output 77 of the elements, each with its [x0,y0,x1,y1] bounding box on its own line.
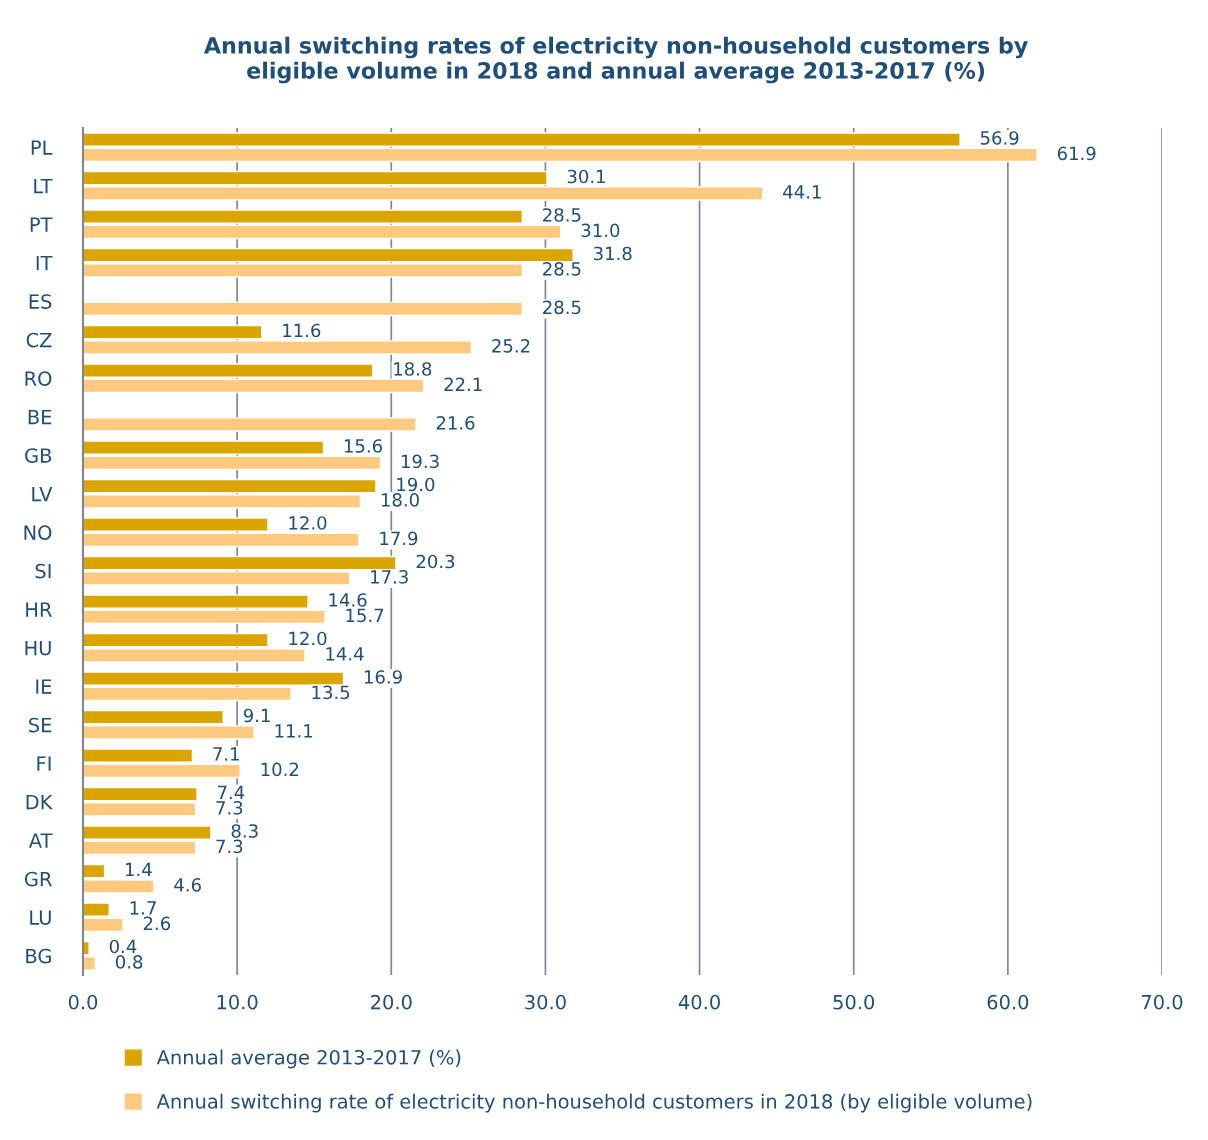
y-tick-label: CZ [26,332,52,348]
x-tick-label: 60.0 [987,994,1029,1010]
x-tick-label: 0.0 [68,994,98,1010]
data-label: 28.5 [543,262,581,276]
data-label: 15.6 [344,439,382,453]
data-label: 30.1 [567,169,605,184]
data-label: 1.4 [126,862,152,877]
data-label: 11.6 [283,323,321,338]
y-tick-label: LV [32,486,53,502]
data-label: 14.4 [326,647,364,661]
x-tick-label: 10.0 [217,994,258,1010]
data-label: 17.9 [380,531,418,546]
y-tick-label: DK [26,794,53,810]
data-label: 17.3 [371,570,408,584]
data-label: 0.4 [109,939,137,954]
data-label: 9.1 [243,708,270,723]
data-label: 22.1 [444,377,482,391]
chart-title: Annual switching rates of electricity non-household customers by eligible volume in 2018 and annual average 2013-2017 (%) [203,36,1028,84]
y-tick-label: IT [36,255,53,271]
data-label: 7.1 [213,747,239,761]
data-label: 56.9 [980,131,1019,145]
y-tick-label: RO [25,371,52,386]
data-label: 25.2 [492,339,530,353]
data-label: 7.3 [216,801,243,815]
data-label: 10.2 [261,762,299,777]
data-label: 7.4 [217,785,245,800]
y-tick-label: GB [25,448,52,463]
bar [83,417,417,432]
y-tick-label: FI [37,756,51,771]
y-tick-label: LT [34,178,53,194]
x-tick-label: 40.0 [678,994,720,1010]
y-tick-label: BE [28,409,52,425]
y-tick-label: GR [24,871,52,887]
y-tick-label: PL [31,140,53,155]
x-tick-label: 30.0 [525,994,566,1010]
y-tick-label: AT [28,833,53,848]
data-label: 61.9 [1057,146,1096,161]
data-label: 21.6 [436,416,475,430]
data-label: 44.1 [783,185,821,199]
y-tick-label: PT [30,217,53,232]
data-label: 31.0 [581,223,620,238]
bar [83,301,524,317]
data-label: 12.0 [289,631,327,646]
y-tick-label: HU [25,640,51,656]
legend-label: Annual switching rate of electricity non-household customers in 2018 (by eligible volume) [156,1093,1032,1113]
y-tick-label: IE [36,679,52,694]
data-label: 0.8 [115,955,143,969]
y-tick-label: SI [35,563,51,579]
data-label: 4.6 [174,878,201,892]
data-label: 12.0 [289,516,327,530]
legend-label: Annual average 2013-2017 (%) [156,1049,461,1069]
data-label: 8.3 [231,824,258,838]
data-label: 28.5 [543,208,581,222]
data-label: 18.0 [381,493,419,507]
data-label: 20.3 [416,554,455,569]
data-label: 31.8 [594,246,632,261]
data-label: 19.3 [401,454,439,469]
data-label: 11.1 [275,724,313,738]
y-tick-label: ES [29,294,52,309]
x-tick-label: 70.0 [1141,994,1183,1010]
data-label: 28.5 [543,300,581,315]
data-label: 16.9 [364,670,402,684]
x-tick-label: 50.0 [833,994,875,1010]
y-tick-label: LU [30,910,51,925]
data-label: 14.6 [329,593,367,607]
y-tick-label: NO [24,525,52,540]
data-label: 19.0 [397,477,435,492]
data-label: 13.5 [312,685,350,700]
y-tick-label: SE [29,717,52,733]
data-label: 15.7 [346,608,384,623]
data-label: 1.7 [130,901,156,915]
data-label: 7.3 [216,839,243,854]
x-tick-label: 20.0 [371,994,412,1010]
y-tick-label: HR [26,602,52,617]
y-tick-label: BG [26,948,51,964]
data-label: 18.8 [394,362,432,376]
data-label: 2.6 [143,916,171,931]
